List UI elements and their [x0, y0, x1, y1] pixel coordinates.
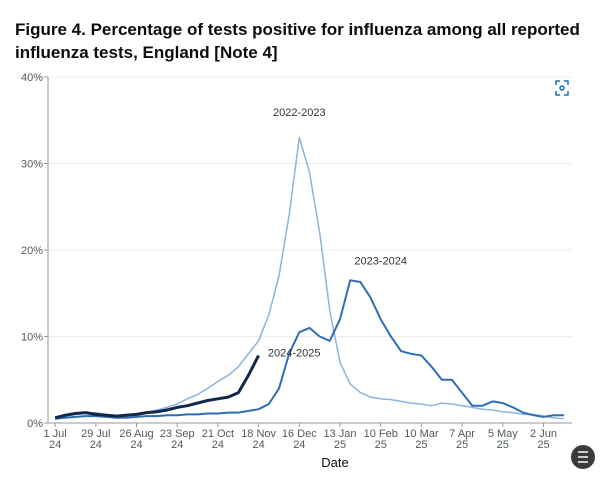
series-annotation: 2023-2024: [354, 256, 407, 268]
series-line: [54, 136, 564, 420]
x-tick-line: 7 Apr: [449, 428, 475, 440]
x-tick-line: 24: [90, 439, 102, 451]
x-tick-line: 10 Mar: [404, 428, 439, 440]
x-tick-line: 26 Aug: [119, 428, 153, 440]
x-tick-line: 25: [415, 439, 427, 451]
x-tick-label: 5 May 25: [488, 428, 518, 451]
series-annotation: 2022-2023: [273, 107, 326, 119]
x-tick-line: 5 May: [488, 428, 518, 440]
x-tick-label: 10 Mar 25: [404, 428, 439, 451]
x-tick-line: 29 Jul: [81, 428, 110, 440]
x-tick-line: 10 Feb: [364, 428, 398, 440]
x-tick-label: 26 Aug 24: [119, 428, 153, 451]
x-tick-line: 24: [212, 439, 224, 451]
x-tick-line: 16 Dec: [282, 428, 317, 440]
x-tick-line: 23 Sep: [160, 428, 195, 440]
series-annotation: 2024-2025: [268, 347, 321, 359]
y-tick-label: 0%: [27, 418, 43, 430]
y-tick-label: 10%: [21, 332, 43, 344]
x-tick-label: 29 Jul 24: [81, 428, 110, 451]
x-tick-line: 24: [49, 439, 61, 451]
series-line: [54, 354, 260, 420]
x-tick-line: 13 Jan: [323, 428, 356, 440]
x-tick-line: 24: [171, 439, 183, 451]
x-tick-line: 25: [375, 439, 387, 451]
x-tick-label: 21 Oct 24: [202, 428, 234, 451]
x-tick-label: 7 Apr 25: [449, 428, 475, 451]
x-axis-label: Date: [321, 455, 348, 470]
x-tick-line: 21 Oct: [202, 428, 234, 440]
x-tick-line: 18 Nov: [241, 428, 276, 440]
y-tick-label: 40%: [21, 72, 43, 84]
button-bg[interactable]: [551, 77, 573, 99]
x-tick-line: 24: [293, 439, 305, 451]
x-tick-line: 2 Jun: [530, 428, 557, 440]
icon-dot: [559, 85, 565, 91]
x-tick-label: 1 Jul 24: [43, 428, 66, 451]
fullscreen-button[interactable]: [551, 77, 573, 99]
series-line: [55, 279, 564, 420]
x-tick-label: 10 Feb 25: [364, 428, 398, 451]
x-tick-label: 2 Jun 25: [530, 428, 557, 451]
y-tick-label: 20%: [21, 245, 43, 257]
x-tick-line: 24: [130, 439, 142, 451]
data-table-button[interactable]: [571, 445, 595, 469]
x-tick-line: 25: [497, 439, 509, 451]
y-tick-label: 30%: [21, 159, 43, 171]
x-tick-line: 24: [252, 439, 264, 451]
chart-title: Figure 4. Percentage of tests positive f…: [15, 20, 580, 62]
table-icon: [578, 451, 588, 463]
x-tick-line: 25: [334, 439, 346, 451]
x-tick-label: 23 Sep 24: [160, 428, 195, 451]
fullscreen-icon: [555, 80, 569, 96]
x-tick-label: 16 Dec 24: [282, 428, 317, 451]
x-tick-label: 18 Nov 24: [241, 428, 276, 451]
x-tick-line: 25: [456, 439, 468, 451]
x-tick-label: 13 Jan 25: [323, 428, 356, 451]
x-tick-line: 1 Jul: [43, 428, 66, 440]
x-tick-line: 25: [537, 439, 549, 451]
